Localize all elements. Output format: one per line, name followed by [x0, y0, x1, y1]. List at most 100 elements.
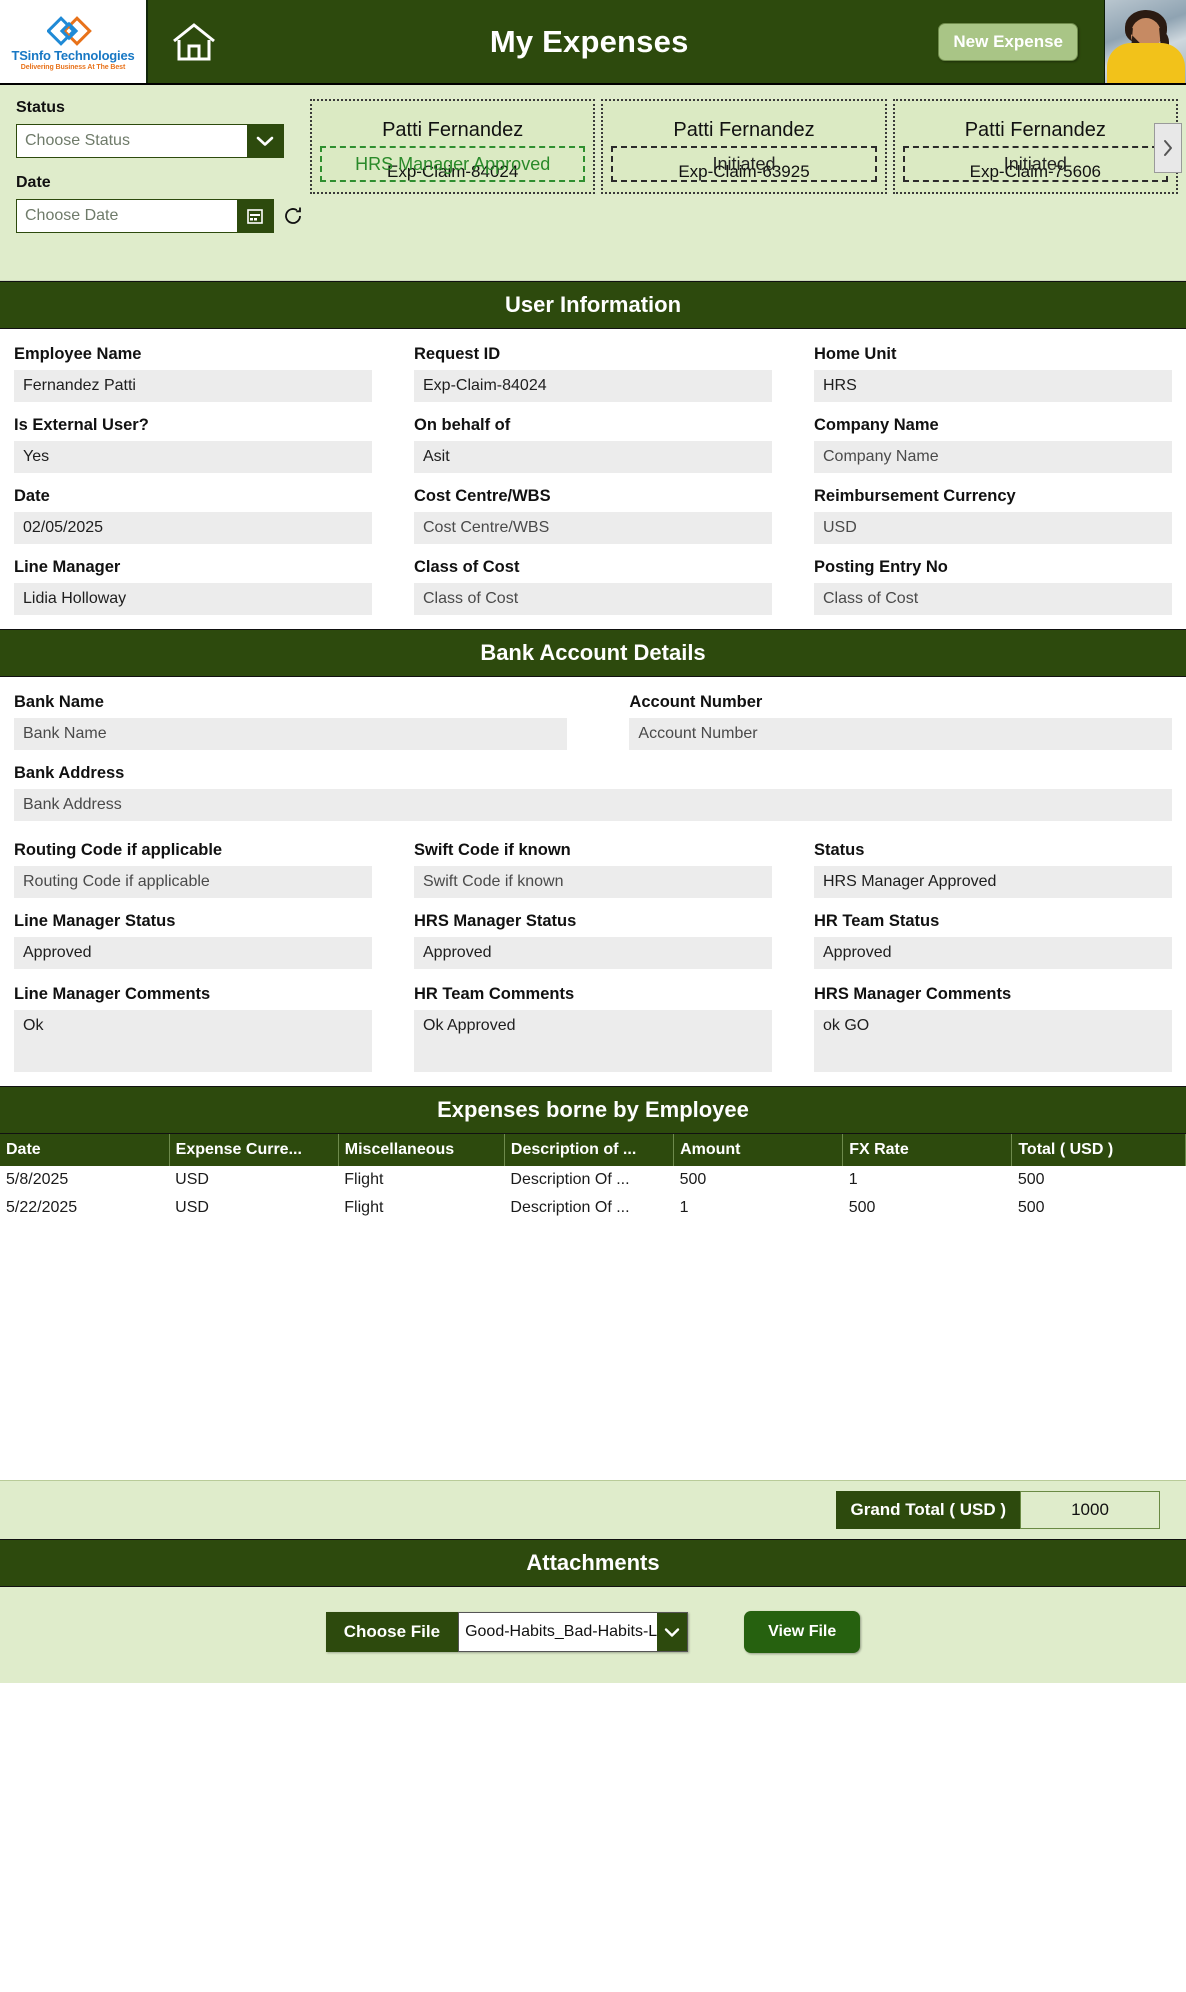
column-header-date[interactable]: Date	[0, 1134, 170, 1166]
column-header-amount[interactable]: Amount	[673, 1134, 844, 1166]
column-header-expense-currency[interactable]: Expense Curre...	[169, 1134, 339, 1166]
new-expense-wrap: New Expense	[938, 0, 1104, 83]
field-label: Date	[14, 487, 50, 505]
date-input[interactable]: Choose Date	[16, 199, 274, 233]
page-title: My Expenses	[489, 23, 689, 59]
field-label: Reimbursement Currency	[814, 487, 1016, 505]
field-bank-name: Bank Name Bank Name	[14, 693, 568, 750]
column-header-total-usd[interactable]: Total ( USD )	[1011, 1134, 1186, 1166]
claim-card[interactable]: Patti Fernandez Exp-Claim-84024 HRS Mana…	[310, 99, 596, 194]
view-file-button[interactable]: View File	[744, 1611, 861, 1653]
field-label: Line Manager	[14, 558, 121, 576]
field-value[interactable]: Bank Name	[14, 718, 568, 750]
field-value[interactable]: Ok	[14, 1010, 372, 1072]
cell-date: 5/22/2025	[0, 1194, 170, 1222]
claim-card-status: HRS Manager Approved	[320, 146, 586, 182]
cell-description: Description Of ...	[504, 1166, 674, 1194]
column-header-description[interactable]: Description of ...	[504, 1134, 675, 1166]
bank-account-form: Bank Name Bank Name Account Number Accou…	[0, 677, 1186, 1086]
field-value[interactable]: Lidia Holloway	[14, 583, 372, 615]
field-value[interactable]: 02/05/2025	[14, 512, 372, 544]
cards-next-button[interactable]	[1154, 123, 1182, 174]
field-label: Cost Centre/WBS	[414, 487, 551, 505]
field-value[interactable]: Yes	[14, 441, 372, 473]
field-value[interactable]: Class of Cost	[814, 583, 1172, 615]
expenses-table: Date Expense Curre... Miscellaneous Desc…	[0, 1134, 1186, 1222]
field-value[interactable]: ok GO	[814, 1010, 1172, 1072]
field-value[interactable]: Class of Cost	[414, 583, 772, 615]
field-value[interactable]: Ok Approved	[414, 1010, 772, 1072]
app-header: TSinfo Technologies Delivering Business …	[0, 0, 1186, 85]
bank-status-grid: Routing Code if applicable Routing Code …	[14, 841, 1172, 969]
cell-currency: USD	[169, 1194, 339, 1222]
field-label: Employee Name	[14, 345, 142, 363]
field-label: HRS Manager Status	[414, 912, 577, 930]
field-label: Is External User?	[14, 416, 149, 434]
field-label: Class of Cost	[414, 558, 520, 576]
table-row[interactable]: 5/8/2025 USD Flight Description Of ... 5…	[0, 1166, 1186, 1194]
date-filter-row: Choose Date	[16, 199, 310, 233]
field-value[interactable]: Exp-Claim-84024	[414, 370, 772, 402]
section-attachments: Attachments	[0, 1539, 1186, 1587]
field-value[interactable]: Company Name	[814, 441, 1172, 473]
status-select[interactable]: Choose Status	[16, 124, 284, 158]
field-value[interactable]: Swift Code if known	[414, 866, 772, 898]
field-value[interactable]: Approved	[814, 937, 1172, 969]
refresh-icon[interactable]	[282, 205, 304, 227]
field-value[interactable]: HRS Manager Approved	[814, 866, 1172, 898]
field-value[interactable]: Fernandez Patti	[14, 370, 372, 402]
field-value[interactable]: Bank Address	[14, 789, 1172, 821]
bank-top-grid: Bank Name Bank Name Account Number Accou…	[14, 693, 1172, 750]
field-value[interactable]: USD	[814, 512, 1172, 544]
logo-tagline: Delivering Business At The Best	[20, 64, 126, 71]
field-account-number: Account Number Account Number	[629, 693, 1172, 750]
grand-total-value: 1000	[1020, 1491, 1160, 1529]
column-header-miscellaneous[interactable]: Miscellaneous	[338, 1134, 505, 1166]
calendar-icon[interactable]	[237, 200, 273, 232]
field-value[interactable]: HRS	[814, 370, 1172, 402]
field-value[interactable]: Approved	[414, 937, 772, 969]
date-input-value: Choose Date	[25, 207, 119, 224]
company-logo: TSinfo Technologies Delivering Business …	[0, 0, 148, 83]
field-value[interactable]: Routing Code if applicable	[14, 866, 372, 898]
section-user-information: User Information	[0, 281, 1186, 329]
field-hr-team-comments: HR Team Comments Ok Approved	[414, 985, 772, 1072]
avatar[interactable]	[1104, 0, 1186, 83]
cell-fx-rate: 500	[842, 1194, 1012, 1222]
file-dropdown-icon[interactable]	[657, 1613, 688, 1651]
grand-total-bar: Grand Total ( USD ) 1000	[0, 1480, 1186, 1539]
field-value[interactable]: Cost Centre/WBS	[414, 512, 772, 544]
field-home-unit: Home Unit HRS	[814, 345, 1172, 402]
field-label: Bank Name	[14, 693, 104, 711]
field-label: Swift Code if known	[414, 841, 571, 859]
claim-card[interactable]: Patti Fernandez Exp-Claim-63925 Initiate…	[601, 99, 887, 194]
field-value[interactable]: Asit	[414, 441, 772, 473]
choose-file-button[interactable]: Choose File	[325, 1612, 459, 1652]
home-button[interactable]	[148, 0, 240, 83]
field-swift-code: Swift Code if known Swift Code if known	[414, 841, 772, 898]
field-label: HR Team Status	[814, 912, 940, 930]
file-select[interactable]: Good-Habits_Bad-Habits-Lite	[458, 1612, 689, 1652]
claim-card[interactable]: Patti Fernandez Exp-Claim-75606 Initiate…	[892, 99, 1178, 194]
field-value[interactable]: Approved	[14, 937, 372, 969]
column-header-fx-rate[interactable]: FX Rate	[842, 1134, 1013, 1166]
new-expense-button[interactable]: New Expense	[938, 22, 1078, 61]
date-filter-group: Date Choose Date	[16, 174, 310, 233]
section-bank-account-details: Bank Account Details	[0, 629, 1186, 677]
status-dropdown-icon[interactable]	[247, 125, 283, 157]
field-bank-address: Bank Address Bank Address	[14, 764, 1172, 821]
expenses-table-wrap: Date Expense Curre... Miscellaneous Desc…	[0, 1134, 1186, 1480]
file-name: Good-Habits_Bad-Habits-Lite	[465, 1623, 658, 1640]
bank-comments-grid: Line Manager Comments Ok HR Team Comment…	[14, 985, 1172, 1072]
table-row[interactable]: 5/22/2025 USD Flight Description Of ... …	[0, 1194, 1186, 1222]
date-filter-label: Date	[16, 174, 51, 191]
field-class-of-cost: Class of Cost Class of Cost	[414, 558, 772, 615]
page-title-wrap: My Expenses	[240, 0, 938, 83]
avatar-body	[1107, 43, 1185, 83]
field-is-external-user: Is External User? Yes	[14, 416, 372, 473]
field-value[interactable]: Account Number	[629, 718, 1172, 750]
field-on-behalf-of: On behalf of Asit	[414, 416, 772, 473]
cell-date: 5/8/2025	[0, 1166, 170, 1194]
field-date: Date 02/05/2025	[14, 487, 372, 544]
field-line-manager-comments: Line Manager Comments Ok	[14, 985, 372, 1072]
